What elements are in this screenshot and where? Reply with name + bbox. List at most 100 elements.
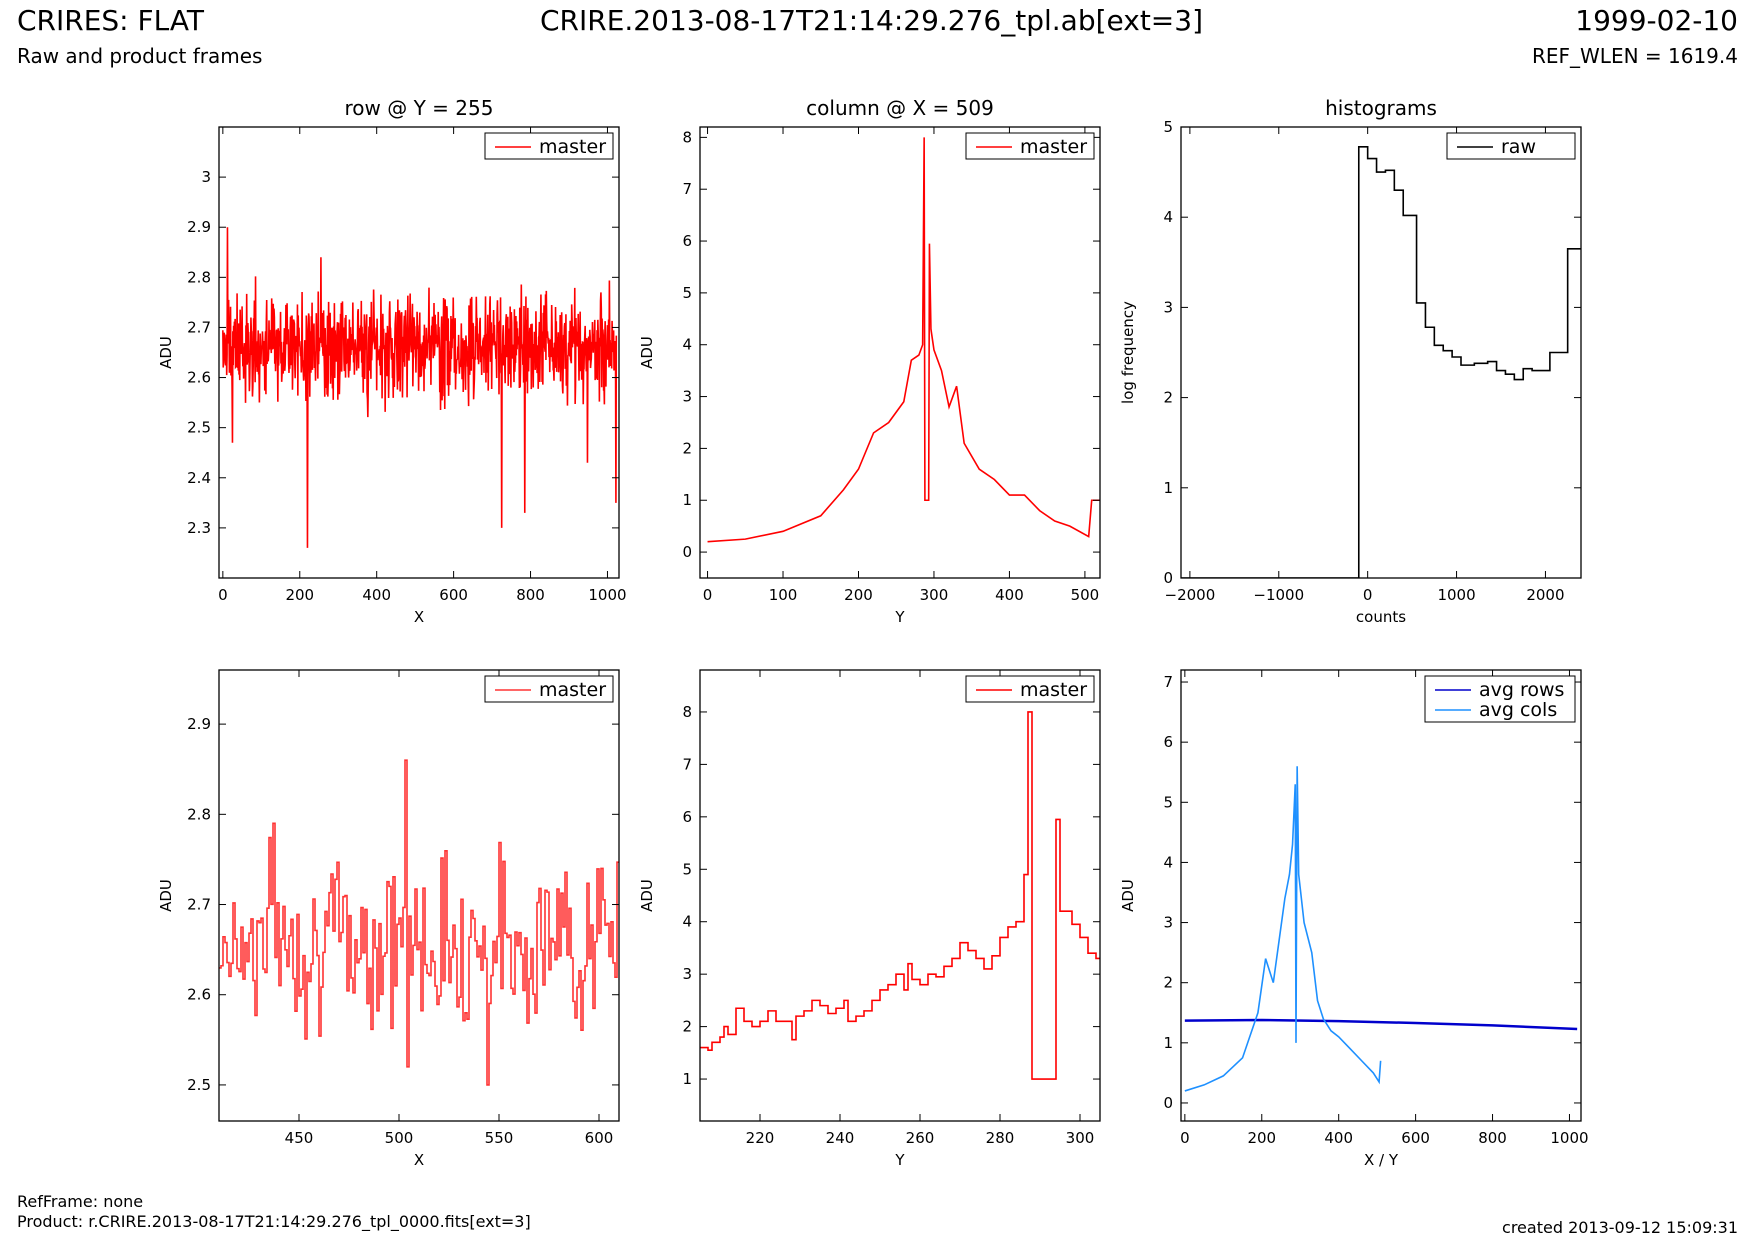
y-tick-label: 5	[1163, 793, 1173, 811]
plot-frame	[1180, 669, 1582, 1122]
plot-frame	[699, 126, 1101, 579]
panel-row-zoom: 450 500 550 600 2.5 2.6 2.7 2.8 2.9 X ADU master	[157, 669, 620, 1169]
y-tick-label: 1	[682, 491, 692, 509]
y-tick-label: 2.7	[187, 318, 211, 336]
x-tick-label: −1000	[1253, 586, 1304, 604]
series-group	[700, 711, 1100, 1080]
x-axis-label: counts	[1356, 608, 1406, 626]
x-tick-label: 400	[995, 586, 1024, 604]
y-tick-label: 2.9	[187, 715, 211, 733]
series-group	[1184, 766, 1578, 1092]
x-tick-label: 1000	[1437, 586, 1475, 604]
legend-box	[1446, 132, 1576, 160]
x-tick-label: 800	[516, 586, 545, 604]
ref-wlen-label: REF_WLEN = 1619.4	[1531, 44, 1738, 68]
x-tick-label: 0	[703, 586, 713, 604]
panel-col-full: column @ X = 509 0 100 200 300 400 500 0 1 2 3 4 5 6 7…	[638, 96, 1101, 626]
x-tick-label: 200	[1247, 1129, 1276, 1147]
series-master	[700, 711, 1100, 1080]
y-axis-label: ADU	[157, 879, 175, 912]
created-timestamp: created 2013-09-12 15:09:31	[1502, 1218, 1738, 1237]
legend-box	[484, 132, 614, 160]
page-title: CRIRES: FLAT	[17, 4, 204, 37]
x-tick-label: 280	[986, 1129, 1015, 1147]
legend: master	[965, 132, 1095, 160]
series-avg-rows	[1184, 1018, 1578, 1031]
x-tick-label: 220	[746, 1129, 775, 1147]
x-tick-label: −2000	[1165, 586, 1216, 604]
x-tick-label: 500	[385, 1129, 414, 1147]
legend-label: raw	[1501, 136, 1536, 158]
y-tick-label: 2.6	[187, 369, 211, 387]
product-label: Product: r.CRIRE.2013-08-17T21:14:29.276…	[17, 1212, 531, 1231]
x-tick-label: 600	[439, 586, 468, 604]
y-tick-label: 6	[1163, 733, 1173, 751]
y-tick-label: 2.8	[187, 268, 211, 286]
y-tick-label: 5	[682, 860, 692, 878]
series-group	[219, 759, 619, 1086]
y-tick-label: 3	[1163, 298, 1173, 316]
y-tick-label: 4	[682, 913, 692, 931]
page-subtitle: Raw and product frames	[17, 44, 263, 68]
y-tick-label: 4	[1163, 853, 1173, 871]
y-axis-label: ADU	[638, 336, 656, 369]
y-tick-label: 3	[682, 965, 692, 983]
legend-box	[965, 675, 1095, 703]
x-tick-label: 260	[906, 1129, 935, 1147]
x-tick-label: 800	[1478, 1129, 1507, 1147]
y-tick-label: 2	[1163, 389, 1173, 407]
y-tick-label: 8	[682, 128, 692, 146]
series-master	[219, 759, 619, 1086]
panel-averages: 0 200 400 600 800 1000 0 1 2 3 4 5 6 7 X / Y ADU avg row…	[1119, 669, 1589, 1169]
series-avg-cols	[1184, 766, 1382, 1092]
x-axis-label: Y	[894, 1151, 905, 1169]
plot-frame	[218, 669, 620, 1122]
plot-frame	[699, 669, 1101, 1122]
series-group	[222, 227, 618, 548]
y-tick-label: 7	[682, 180, 692, 198]
series-group	[707, 137, 1100, 543]
panel-histograms: histograms −2000 −1000 0 1000 2000 0 1 2 3 4 5 count…	[1119, 96, 1582, 626]
x-axis-label: Y	[894, 608, 905, 626]
y-tick-label: 5	[1163, 118, 1173, 136]
x-tick-label: 400	[362, 586, 391, 604]
panel-col-zoom: 220 240 260 280 300 1 2 3 4 5 6 7 8 Y ADU master	[638, 669, 1101, 1169]
y-tick-label: 2.5	[187, 419, 211, 437]
y-tick-label: 2	[1163, 974, 1173, 992]
x-tick-label: 2000	[1526, 586, 1564, 604]
series-master	[222, 227, 618, 548]
x-tick-label: 450	[285, 1129, 314, 1147]
y-tick-label: 0	[1163, 569, 1173, 587]
y-tick-label: 4	[682, 336, 692, 354]
date-title: 1999-02-10	[1575, 4, 1738, 37]
y-tick-label: 5	[682, 284, 692, 302]
panel-title: column @ X = 509	[806, 96, 994, 120]
y-tick-label: 0	[1163, 1094, 1173, 1112]
legend-label: master	[1020, 136, 1087, 158]
panel-title: row @ Y = 255	[345, 96, 494, 120]
legend-box	[965, 132, 1095, 160]
legend-label: avg rows	[1479, 679, 1564, 701]
x-tick-label: 500	[1071, 586, 1100, 604]
legend-box	[484, 675, 614, 703]
x-axis-label: X	[414, 1151, 424, 1169]
y-axis-label: log frequency	[1119, 301, 1137, 404]
panel-row-full: row @ Y = 255 0 200 400 600 800 1000 2.3 2.4 2.5 2…	[157, 96, 627, 626]
y-tick-label: 7	[1163, 673, 1173, 691]
y-tick-label: 2.5	[187, 1076, 211, 1094]
x-tick-label: 300	[920, 586, 949, 604]
y-tick-label: 2.7	[187, 896, 211, 914]
y-axis-label: ADU	[1119, 879, 1137, 912]
legend-label: avg cols	[1479, 699, 1557, 721]
x-tick-label: 0	[1180, 1129, 1190, 1147]
y-tick-label: 2.4	[187, 469, 211, 487]
x-tick-label: 400	[1324, 1129, 1353, 1147]
y-tick-label: 2	[682, 1018, 692, 1036]
x-tick-label: 300	[1066, 1129, 1095, 1147]
plot-frame	[218, 126, 620, 579]
y-axis-label: ADU	[157, 336, 175, 369]
y-tick-label: 2.9	[187, 218, 211, 236]
x-tick-label: 200	[844, 586, 873, 604]
x-tick-label: 550	[485, 1129, 514, 1147]
